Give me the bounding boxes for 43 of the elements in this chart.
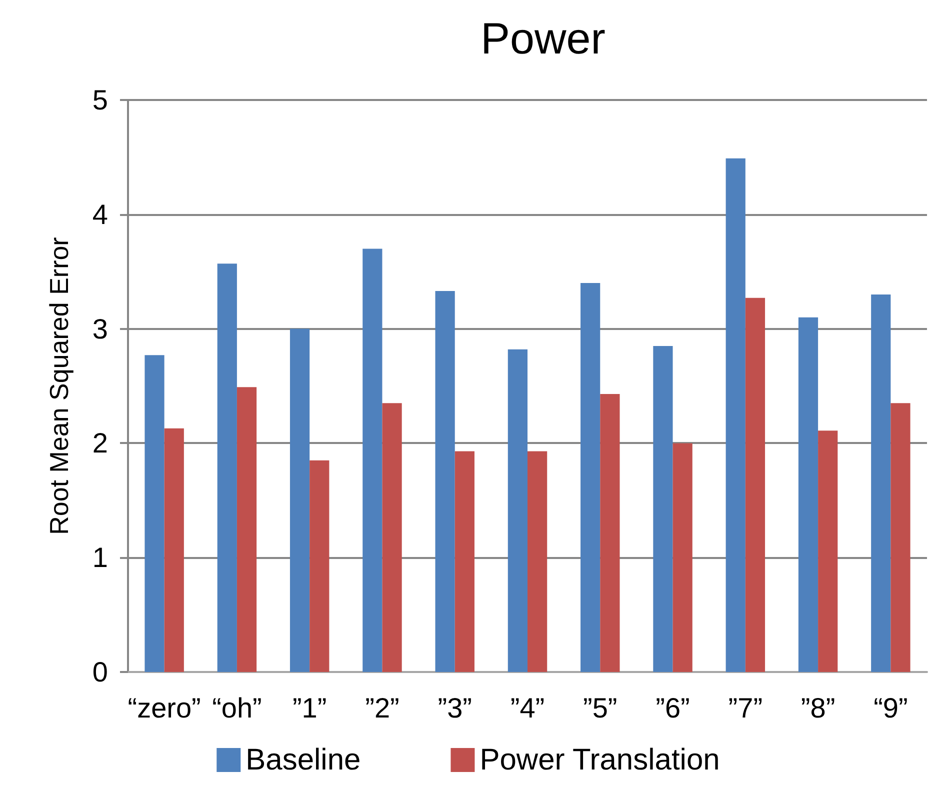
x-tick-label: ”5” <box>583 692 618 724</box>
y-tick-label: 5 <box>92 84 108 116</box>
legend-label: Baseline <box>246 744 361 776</box>
bar <box>528 451 548 672</box>
bar <box>798 317 818 672</box>
bar <box>454 451 474 672</box>
bar <box>144 355 164 672</box>
x-tick-label: “9” <box>874 692 908 724</box>
bar <box>871 294 891 672</box>
x-tick-label: ”2” <box>365 692 400 724</box>
bar <box>435 291 455 672</box>
y-tick-label: 3 <box>92 313 108 344</box>
x-tick-label: ”4” <box>510 692 545 724</box>
chart-title: Power <box>480 14 606 64</box>
bar <box>382 403 402 672</box>
x-tick-label: ”8” <box>800 692 836 724</box>
x-tick-label: ”7” <box>728 692 763 724</box>
bar <box>890 403 910 672</box>
bar <box>745 298 766 672</box>
y-tick-label: 0 <box>92 656 108 688</box>
x-tick-label: “oh” <box>212 692 262 724</box>
bar <box>217 264 237 672</box>
x-tick-label: “zero” <box>128 692 201 724</box>
legend-label: Power Translation <box>480 744 720 776</box>
bar <box>508 349 528 672</box>
y-axis-title: Root Mean Squared Error <box>44 236 74 535</box>
x-tick-label: ”3” <box>438 692 472 724</box>
y-tick-label: 4 <box>92 198 108 230</box>
bar <box>362 248 382 672</box>
bar <box>672 443 692 672</box>
bar <box>290 328 310 672</box>
bar <box>580 283 600 672</box>
bar <box>600 394 620 672</box>
bar <box>236 387 257 672</box>
y-tick-label: 1 <box>92 542 108 574</box>
y-tick-label: 2 <box>92 428 108 459</box>
bar <box>310 460 330 672</box>
bar <box>818 430 838 672</box>
bar <box>653 346 673 672</box>
bar <box>726 158 746 672</box>
bar <box>164 428 184 672</box>
x-tick-label: ”6” <box>656 692 690 724</box>
x-tick-label: ”1” <box>292 692 327 724</box>
